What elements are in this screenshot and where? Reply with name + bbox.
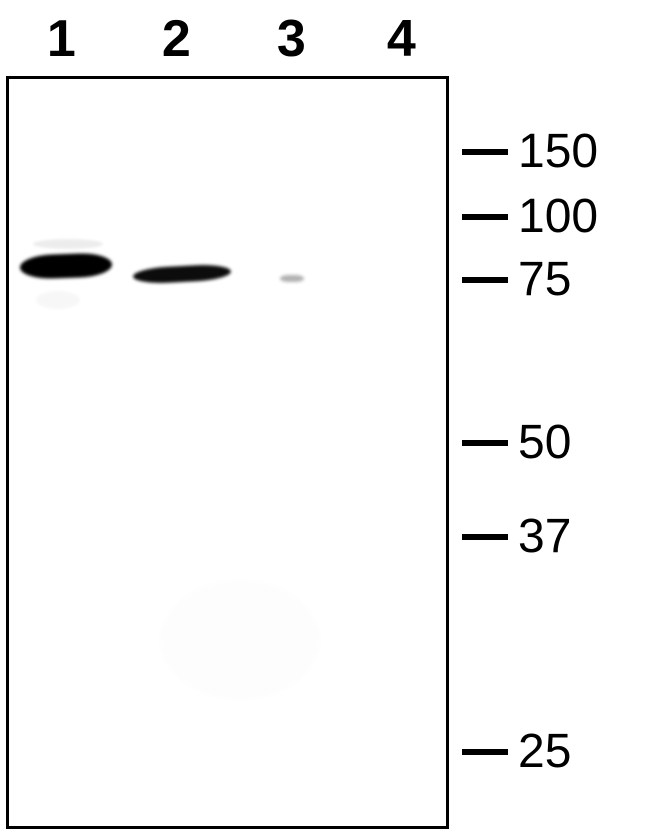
mw-tick-25 — [462, 749, 508, 755]
lane-label-2: 2 — [162, 9, 191, 69]
mw-label-25: 25 — [518, 724, 571, 779]
mw-label-37: 37 — [518, 509, 571, 564]
mw-label-100: 100 — [518, 189, 598, 244]
mw-tick-150 — [462, 149, 508, 155]
lane-label-1: 1 — [47, 9, 76, 69]
mw-label-75: 75 — [518, 252, 571, 307]
western-blot-figure: 1 2 3 4 150 100 75 50 37 25 — [0, 0, 650, 836]
mw-label-150: 150 — [518, 124, 598, 179]
membrane-smudge — [33, 239, 103, 249]
mw-tick-37 — [462, 534, 508, 540]
membrane-smudge — [160, 580, 320, 700]
mw-tick-75 — [462, 277, 508, 283]
band-lane-3 — [280, 275, 304, 282]
membrane-smudge — [36, 291, 80, 309]
lane-label-3: 3 — [277, 9, 306, 69]
blot-membrane-frame — [6, 76, 449, 829]
mw-tick-100 — [462, 214, 508, 220]
mw-label-50: 50 — [518, 415, 571, 470]
mw-tick-50 — [462, 440, 508, 446]
lane-label-4: 4 — [387, 9, 416, 69]
